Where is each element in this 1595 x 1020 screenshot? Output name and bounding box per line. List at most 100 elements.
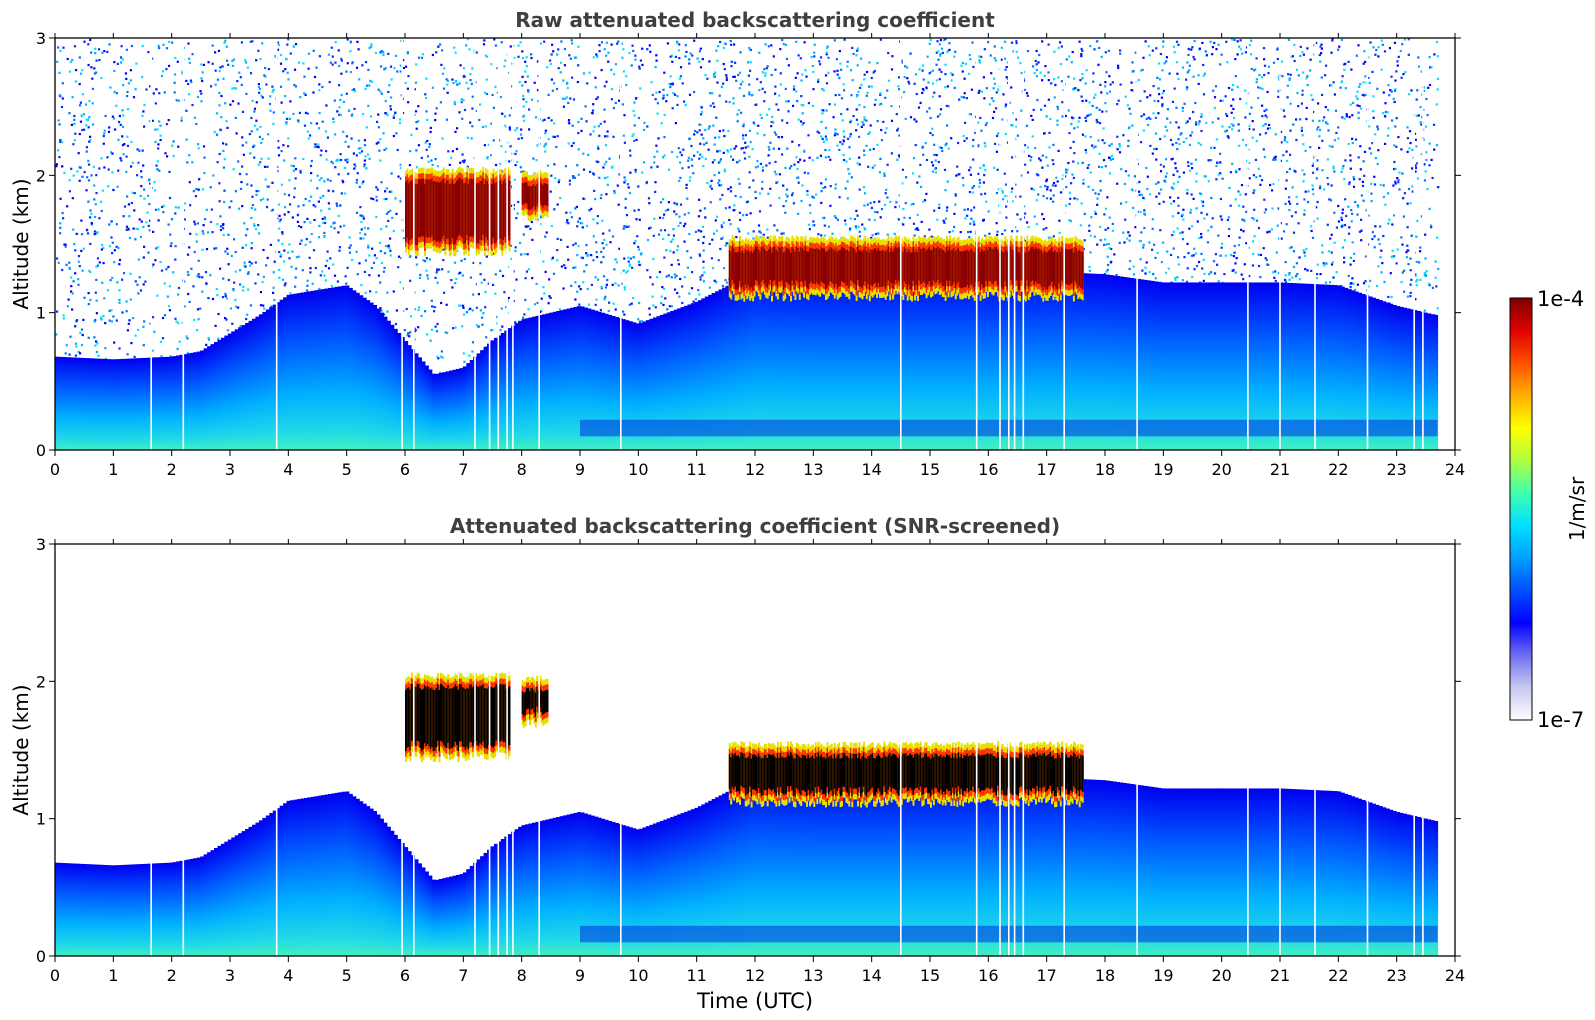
- noise-speck: [1171, 234, 1174, 237]
- noise-speck: [95, 192, 98, 195]
- noise-speck: [813, 43, 816, 46]
- noise-speck: [522, 233, 525, 236]
- noise-speck: [461, 274, 464, 277]
- noise-speck: [1321, 93, 1324, 96]
- noise-speck: [74, 80, 78, 83]
- noise-speck: [454, 326, 457, 329]
- noise-speck: [408, 255, 411, 258]
- noise-speck: [1195, 172, 1198, 175]
- noise-speck: [461, 160, 464, 163]
- noise-speck: [1403, 290, 1406, 293]
- noise-speck: [439, 43, 442, 46]
- noise-speck: [855, 54, 858, 57]
- noise-speck: [703, 143, 706, 146]
- noise-speck: [1205, 53, 1208, 57]
- noise-speck: [276, 48, 280, 51]
- noise-speck: [160, 74, 164, 78]
- noise-speck: [344, 275, 347, 278]
- noise-speck: [1356, 104, 1359, 107]
- noise-speck: [838, 148, 841, 151]
- noise-speck: [555, 87, 559, 91]
- noise-speck: [1188, 143, 1191, 146]
- noise-speck: [1072, 87, 1075, 91]
- noise-speck: [1139, 141, 1143, 144]
- noise-speck: [447, 150, 450, 153]
- noise-speck: [494, 292, 497, 295]
- noise-speck: [882, 120, 885, 123]
- noise-speck: [1216, 161, 1219, 164]
- noise-speck: [876, 211, 879, 214]
- noise-speck: [344, 159, 347, 162]
- noise-speck: [758, 230, 761, 233]
- noise-speck: [572, 98, 576, 101]
- noise-speck: [392, 116, 395, 119]
- noise-speck: [1390, 90, 1393, 93]
- noise-speck: [769, 204, 772, 207]
- noise-speck: [1151, 248, 1154, 251]
- noise-speck: [996, 168, 999, 171]
- noise-speck: [977, 144, 980, 147]
- noise-speck: [637, 318, 640, 321]
- noise-speck: [604, 295, 607, 298]
- noise-speck: [1329, 199, 1333, 202]
- noise-speck: [1019, 218, 1022, 221]
- noise-speck: [520, 170, 523, 173]
- noise-speck: [1387, 295, 1390, 299]
- noise-speck: [1373, 175, 1376, 178]
- noise-speck: [170, 218, 174, 221]
- noise-speck: [1122, 231, 1125, 234]
- noise-speck: [213, 247, 216, 250]
- noise-speck: [683, 100, 686, 103]
- noise-speck: [1036, 99, 1039, 102]
- noise-speck: [415, 121, 418, 124]
- noise-speck: [557, 181, 560, 184]
- noise-speck: [316, 174, 319, 177]
- noise-speck: [820, 56, 823, 59]
- noise-speck: [1341, 167, 1344, 170]
- noise-speck: [314, 205, 317, 208]
- noise-speck: [1263, 211, 1266, 214]
- noise-speck: [1201, 200, 1205, 203]
- noise-speck: [1356, 97, 1359, 100]
- noise-speck: [770, 74, 773, 77]
- noise-speck: [1276, 224, 1279, 227]
- noise-speck: [1139, 69, 1143, 72]
- noise-speck: [244, 244, 248, 247]
- noise-speck: [222, 223, 225, 226]
- noise-speck: [1148, 241, 1151, 244]
- noise-speck: [284, 282, 287, 285]
- noise-speck: [249, 72, 253, 75]
- noise-speck: [1382, 234, 1385, 238]
- noise-speck: [89, 135, 92, 138]
- noise-speck: [95, 340, 98, 343]
- noise-speck: [530, 53, 533, 56]
- noise-speck: [1341, 212, 1344, 215]
- noise-speck: [520, 128, 523, 131]
- noise-speck: [873, 103, 876, 106]
- noise-speck: [463, 360, 466, 363]
- noise-speck: [1171, 157, 1174, 160]
- noise-speck: [599, 197, 602, 200]
- noise-speck: [304, 243, 307, 246]
- noise-speck: [678, 77, 681, 80]
- noise-speck: [333, 99, 336, 102]
- noise-speck: [750, 94, 753, 97]
- noise-speck: [1126, 237, 1129, 240]
- noise-speck: [1282, 109, 1285, 112]
- noise-speck: [759, 236, 762, 239]
- noise-speck: [1182, 171, 1185, 174]
- noise-speck: [1110, 143, 1113, 146]
- noise-speck: [815, 193, 818, 196]
- noise-speck: [246, 288, 250, 291]
- noise-speck: [1417, 56, 1420, 59]
- noise-speck: [375, 291, 378, 294]
- noise-speck: [130, 140, 133, 144]
- noise-speck: [1107, 242, 1110, 245]
- noise-speck: [688, 232, 691, 236]
- noise-speck: [717, 259, 720, 262]
- noise-speck: [861, 223, 864, 226]
- noise-speck: [404, 81, 407, 84]
- noise-speck: [111, 252, 114, 255]
- noise-speck: [699, 275, 702, 278]
- noise-speck: [363, 163, 366, 166]
